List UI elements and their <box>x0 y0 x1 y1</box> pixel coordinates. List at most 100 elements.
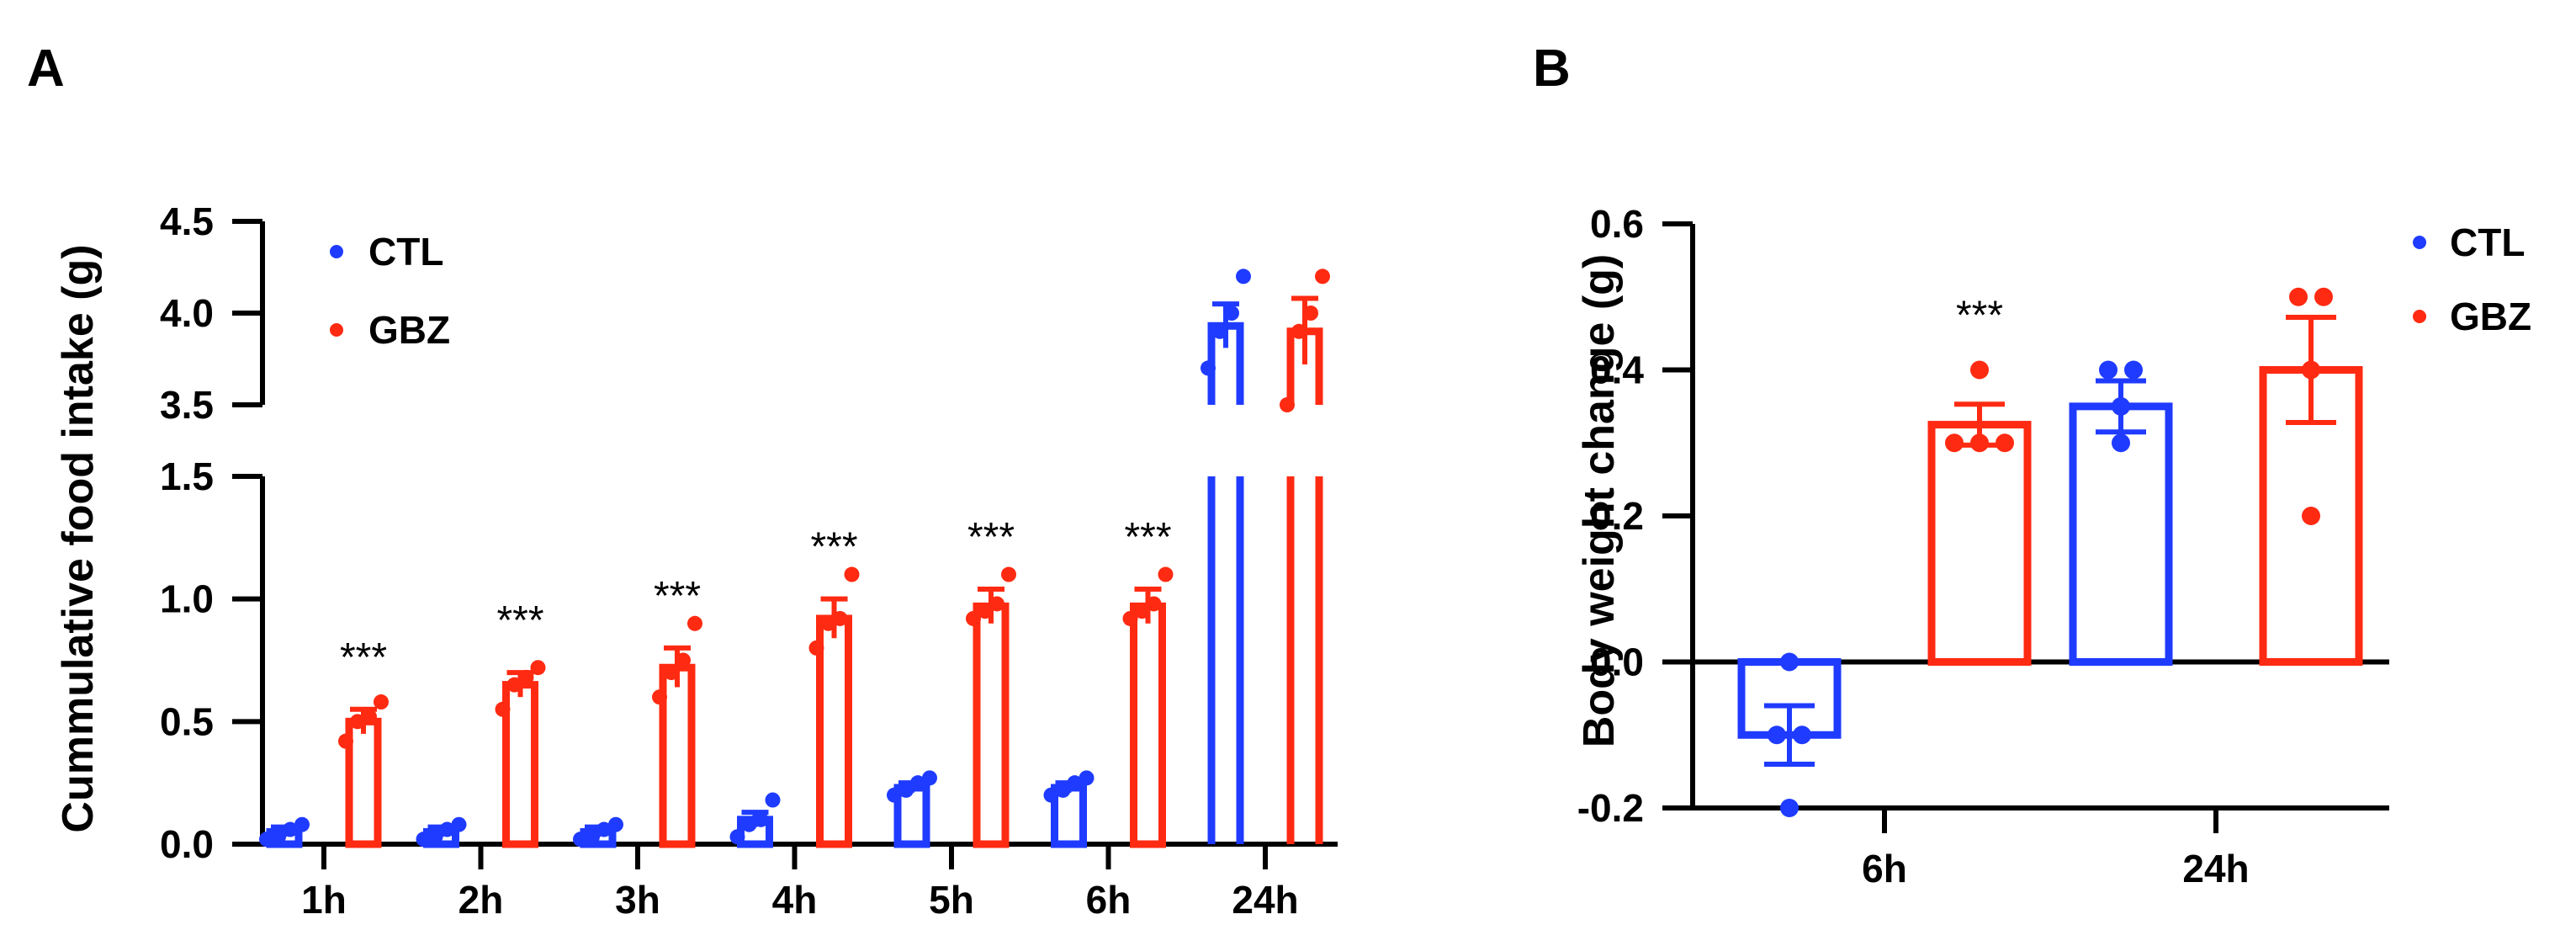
point-gbz-5h <box>989 596 1004 612</box>
point-ctl-2h <box>416 832 432 848</box>
bar-gbz-6h <box>1927 421 2032 666</box>
y-axis-label-a: Cummulative food intake (g) <box>54 244 103 832</box>
y-tick-label: 1.5 <box>160 454 214 498</box>
point-ctl-1h <box>271 829 286 845</box>
point-gbz-6h <box>1945 433 1964 453</box>
point-gbz-24h <box>1315 268 1330 284</box>
point-ctl-6h <box>1768 725 1786 745</box>
point-gbz-3h <box>687 615 702 631</box>
point-gbz-4h <box>808 640 824 656</box>
point-ctl-5h <box>898 782 914 798</box>
point-gbz-1h <box>362 709 377 725</box>
body-weight-chart: Body weight change (g) -0.2 0.0 0.2 0.4 0.6 6… <box>1575 202 2531 890</box>
bar-gbz-4h <box>816 614 852 848</box>
significance-marker-3h: *** <box>654 574 701 619</box>
point-ctl-3h <box>596 821 612 837</box>
x-tick-label-24h: 24h <box>2182 847 2249 890</box>
point-gbz-5h <box>978 603 993 619</box>
y-tick-label: 1.0 <box>160 577 214 621</box>
point-gbz-24h <box>1291 323 1307 339</box>
y-tick-label: 3.5 <box>160 383 214 427</box>
point-gbz-3h <box>664 665 679 681</box>
x-tick-label-5h: 5h <box>929 878 974 922</box>
bar-gbz-5h <box>973 602 1010 848</box>
point-ctl-6h <box>1043 787 1059 803</box>
point-ctl-24h <box>1212 323 1227 339</box>
bar-gbz-6h <box>1130 602 1166 848</box>
x-tick-label-4h: 4h <box>772 878 818 922</box>
point-gbz-5h <box>1001 566 1016 582</box>
significance-marker-1h: *** <box>340 635 387 680</box>
y-tick-label: 4.5 <box>160 199 214 243</box>
point-gbz-6h <box>1122 610 1138 626</box>
point-gbz-1h <box>350 714 365 730</box>
x-tick-label-6h: 6h <box>1862 847 1907 890</box>
point-ctl-2h <box>451 816 467 832</box>
point-gbz-6h <box>1134 603 1150 619</box>
legend-marker-gbz <box>330 323 343 337</box>
point-gbz-2h <box>506 677 522 693</box>
point-ctl-24h <box>2099 360 2118 380</box>
point-gbz-3h <box>676 652 691 668</box>
legend-marker-ctl <box>2413 236 2426 249</box>
point-ctl-24h <box>2112 396 2130 416</box>
point-gbz-4h <box>844 566 860 582</box>
point-ctl-6h <box>1067 775 1083 791</box>
point-gbz-24h <box>2302 507 2320 525</box>
point-ctl-1h <box>283 821 298 837</box>
x-tick-label-6h: 6h <box>1086 878 1132 922</box>
point-ctl-5h <box>922 770 937 786</box>
point-gbz-6h <box>1158 566 1174 582</box>
point-gbz-4h <box>832 610 848 626</box>
x-tick-label-3h: 3h <box>615 878 660 922</box>
point-gbz-24h <box>1280 397 1295 412</box>
point-ctl-4h <box>729 829 745 845</box>
y-tick-label: 0.4 <box>1590 348 1644 392</box>
significance-marker-2h: *** <box>496 598 543 643</box>
significance-marker-5h: *** <box>967 515 1015 560</box>
legend-marker-ctl <box>330 245 343 258</box>
x-tick-label-1h: 1h <box>301 878 347 922</box>
y-tick-label: 0.2 <box>1590 494 1644 538</box>
y-tick-label: -0.2 <box>1577 786 1644 830</box>
point-gbz-24h <box>2289 287 2308 306</box>
point-ctl-6h <box>1793 725 1811 745</box>
point-ctl-24h <box>2124 360 2143 380</box>
point-ctl-1h <box>294 816 310 832</box>
point-ctl-6h <box>1055 782 1071 798</box>
bar-gbz-2h <box>502 681 538 848</box>
y-tick-label: 4.0 <box>160 291 214 335</box>
point-ctl-4h <box>753 811 769 827</box>
point-ctl-2h <box>427 829 443 845</box>
significance-marker-4h: *** <box>810 525 857 570</box>
point-gbz-2h <box>530 660 546 676</box>
point-ctl-1h <box>259 832 274 848</box>
point-ctl-24h <box>2112 433 2130 453</box>
panel-label-b: B <box>1533 40 1571 98</box>
point-ctl-24h <box>1201 360 1216 376</box>
point-ctl-3h <box>573 832 588 848</box>
legend-label-gbz: GBZ <box>368 308 450 352</box>
point-gbz-6h <box>1970 360 1989 380</box>
point-ctl-5h <box>887 787 902 803</box>
y-tick-label: 0.5 <box>160 699 214 743</box>
point-gbz-6h <box>1996 433 2014 453</box>
point-ctl-2h <box>439 821 455 837</box>
point-gbz-4h <box>820 615 836 631</box>
point-gbz-2h <box>518 669 534 685</box>
panel-label-a: A <box>27 40 65 98</box>
y-tick-label: 0.0 <box>1590 640 1644 684</box>
point-gbz-24h <box>1303 306 1318 321</box>
point-ctl-24h <box>1224 306 1239 321</box>
legend-label-ctl: CTL <box>368 230 443 274</box>
point-gbz-3h <box>652 689 667 705</box>
point-gbz-5h <box>966 610 981 626</box>
point-gbz-6h <box>1970 433 1989 453</box>
point-gbz-24h <box>2314 287 2333 306</box>
significance-marker-6h: *** <box>1956 293 2003 337</box>
significance-marker-6h: *** <box>1124 515 1171 560</box>
x-tick-label-24h: 24h <box>1232 878 1298 922</box>
bar-gbz-1h <box>345 717 382 848</box>
point-ctl-5h <box>910 775 925 791</box>
